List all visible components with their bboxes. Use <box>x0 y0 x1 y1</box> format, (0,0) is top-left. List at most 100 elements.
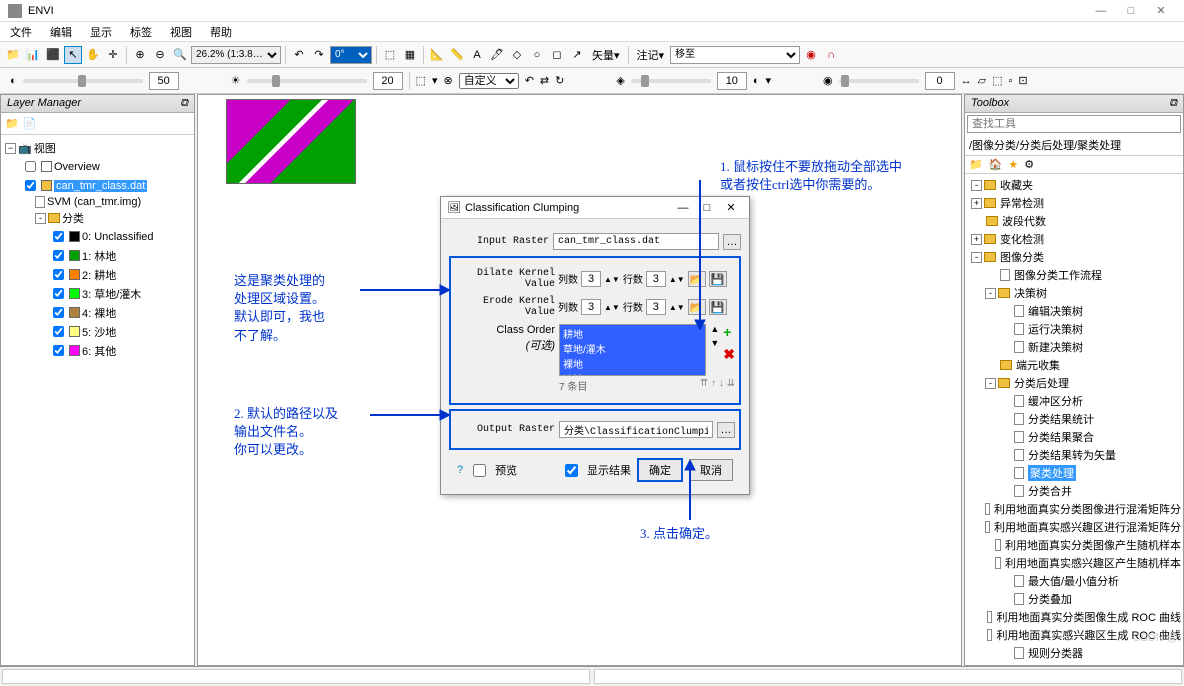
opacity-icon[interactable]: ◉ <box>823 74 833 87</box>
toolbox-node[interactable]: -图像分类 <box>967 248 1181 266</box>
slider[interactable] <box>23 79 143 83</box>
tool-icon[interactable]: ⊗ <box>443 74 452 87</box>
stretch-combo[interactable]: 自定义 <box>459 73 519 89</box>
reorder-icons[interactable]: ⇈ ↑ ↓ ⇊ <box>700 378 735 393</box>
menu-item[interactable]: 显示 <box>86 24 116 40</box>
vector-dropdown[interactable]: 矢量▾ <box>588 47 624 63</box>
tool-icon[interactable]: ⊡ <box>1018 74 1027 87</box>
tool-icon[interactable]: ▾ <box>432 74 438 87</box>
toolbox-node[interactable]: 分类结果转为矢量 <box>967 446 1181 464</box>
folder-icon[interactable]: 📁 <box>969 158 983 171</box>
toolbox-node[interactable]: 分类结果聚合 <box>967 428 1181 446</box>
contrast-icon[interactable]: ◐ <box>10 75 17 87</box>
maximize-button[interactable]: □ <box>1116 5 1146 17</box>
toolbox-tree[interactable]: -收藏夹+异常检测波段代数+变化检测-图像分类图像分类工作流程-决策树编辑决策树… <box>965 174 1183 665</box>
tool-icon[interactable]: ⊕ <box>131 46 149 64</box>
class-order-list[interactable]: 耕地草地/灌木裸地沙地其他 <box>559 324 706 376</box>
tool-icon[interactable]: ↶ <box>525 74 534 87</box>
tool-icon[interactable]: ◻ <box>548 46 566 64</box>
scroll-up-icon[interactable]: ▲ <box>710 324 719 334</box>
toolbox-node[interactable]: 利用地面真实感兴趣区产生随机样本 <box>967 554 1181 572</box>
tool-icon[interactable]: ⬚ <box>381 46 399 64</box>
rotate-icon[interactable]: ↷ <box>310 46 328 64</box>
slider-value[interactable] <box>717 72 747 90</box>
toolbox-node[interactable]: +异常检测 <box>967 194 1181 212</box>
pin-icon[interactable]: ⧉ <box>180 97 188 110</box>
minimize-button[interactable]: — <box>1086 5 1116 17</box>
tool-icon[interactable]: ◇ <box>508 46 526 64</box>
toolbox-node[interactable]: 分类合并 <box>967 482 1181 500</box>
menu-item[interactable]: 文件 <box>6 24 36 40</box>
pin-icon[interactable]: ⧉ <box>1169 97 1177 110</box>
tool-icon[interactable]: 📊 <box>24 46 42 64</box>
brightness-icon[interactable]: ☀ <box>231 74 241 87</box>
tool-icon[interactable]: ◐ <box>753 75 760 87</box>
tool-icon[interactable]: ↔ <box>961 75 972 87</box>
tree-node[interactable]: Overview <box>5 157 190 176</box>
toolbox-node[interactable]: 利用地面真实感兴趣区进行混淆矩阵分 <box>967 518 1181 536</box>
menu-item[interactable]: 编辑 <box>46 24 76 40</box>
tool-icon[interactable]: ▫ <box>1008 75 1012 87</box>
erode-cols-input[interactable] <box>581 299 601 315</box>
deg-combo[interactable]: 0° <box>330 46 372 64</box>
tool-icon[interactable]: A <box>468 46 486 64</box>
dilate-cols-input[interactable] <box>581 271 601 287</box>
toolbox-node[interactable]: 编辑决策树 <box>967 302 1181 320</box>
tool-icon[interactable]: ⊖ <box>151 46 169 64</box>
ok-button[interactable]: 确定 <box>637 458 683 482</box>
menu-item[interactable]: 帮助 <box>206 24 236 40</box>
tree-node[interactable]: 0: Unclassified <box>5 227 190 246</box>
tool-icon[interactable]: ⇄ <box>540 74 549 87</box>
tool-icon[interactable]: ✛ <box>104 46 122 64</box>
tool-icon[interactable]: 📐 <box>428 46 446 64</box>
save-icon[interactable]: 💾 <box>709 299 727 315</box>
tool-icon[interactable]: ✋ <box>84 46 102 64</box>
toolbox-node[interactable]: 缓冲区分析 <box>967 392 1181 410</box>
tree-node[interactable]: 6: 其他 <box>5 341 190 360</box>
rotate-icon[interactable]: ↶ <box>290 46 308 64</box>
toolbox-node[interactable]: 端元收集 <box>967 356 1181 374</box>
slider-value[interactable] <box>925 72 955 90</box>
tree-node[interactable]: 4: 裸地 <box>5 303 190 322</box>
slider-value[interactable] <box>373 72 403 90</box>
tool-icon[interactable]: 🖊 <box>488 46 506 64</box>
tool-icon[interactable]: ⬚ <box>416 74 426 87</box>
layer-tree[interactable]: −📺视图 Overviewcan_tmr_class.datSVM (can_t… <box>1 135 194 665</box>
remove-button[interactable]: ✖ <box>723 346 735 363</box>
tool-icon[interactable]: ○ <box>528 46 546 64</box>
tree-node[interactable]: 2: 耕地 <box>5 265 190 284</box>
tool-icon[interactable]: ↖ <box>64 46 82 64</box>
toolbox-node[interactable]: 最大值/最小值分析 <box>967 572 1181 590</box>
preview-checkbox[interactable] <box>473 464 486 477</box>
help-icon[interactable]: ? <box>457 464 463 476</box>
toolbox-node[interactable]: -分类后处理 <box>967 374 1181 392</box>
scroll-down-icon[interactable]: ▼ <box>710 338 719 348</box>
output-raster-field[interactable] <box>559 421 713 438</box>
tree-node[interactable]: 3: 草地/灌木 <box>5 284 190 303</box>
tree-node[interactable]: SVM (can_tmr.img) <box>5 195 190 209</box>
toolbox-node[interactable]: -收藏夹 <box>967 176 1181 194</box>
toolbox-node[interactable]: 图像分类工作流程 <box>967 266 1181 284</box>
toolbox-node[interactable]: 新建决策树 <box>967 338 1181 356</box>
zoom-combo[interactable]: 26.2% (1:3.8… <box>191 46 281 64</box>
menu-item[interactable]: 视图 <box>166 24 196 40</box>
dilate-rows-input[interactable] <box>646 271 666 287</box>
tree-node[interactable]: -分类 <box>5 209 190 227</box>
slider[interactable] <box>839 79 919 83</box>
browse-button[interactable]: … <box>717 422 735 438</box>
slider[interactable] <box>247 79 367 83</box>
tool-icon[interactable]: ▱ <box>978 74 986 87</box>
toolbox-node[interactable]: 分类结果统计 <box>967 410 1181 428</box>
toolbox-node[interactable]: 过滤处理 <box>967 662 1181 665</box>
tool-icon[interactable]: 📁 <box>4 46 22 64</box>
toolbox-node[interactable]: 利用地面真实分类图像进行混淆矩阵分 <box>967 500 1181 518</box>
toolbox-node[interactable]: 利用地面真实分类图像产生随机样本 <box>967 536 1181 554</box>
tree-node[interactable]: 1: 林地 <box>5 246 190 265</box>
star-icon[interactable]: ★ <box>1008 158 1018 171</box>
slider-value[interactable] <box>149 72 179 90</box>
toolbox-node[interactable]: 波段代数 <box>967 212 1181 230</box>
close-button[interactable]: ✕ <box>719 201 743 214</box>
toolbox-node[interactable]: -决策树 <box>967 284 1181 302</box>
erode-rows-input[interactable] <box>646 299 666 315</box>
home-icon[interactable]: 🏠 <box>989 158 1003 171</box>
